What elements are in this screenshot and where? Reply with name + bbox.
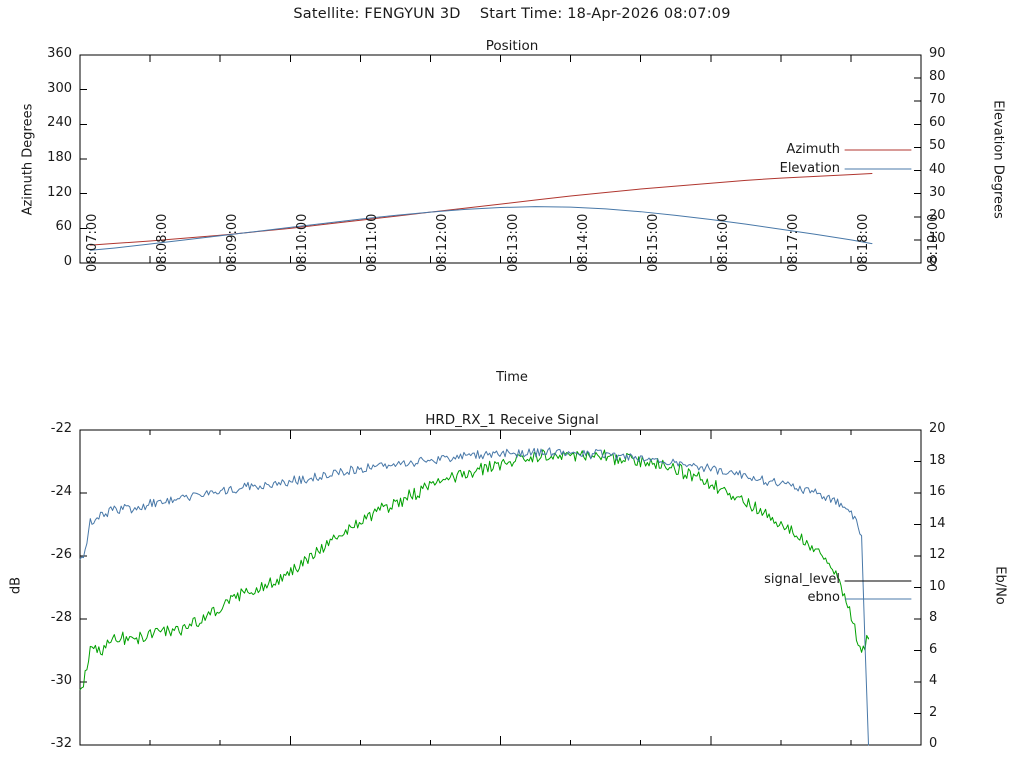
position-xtick-11: 08:18:00 [855, 213, 871, 272]
signal-y2tick-16: 16 [929, 484, 946, 499]
position-xtick-7: 08:14:00 [575, 213, 591, 272]
position-y2tick-90: 90 [929, 46, 946, 61]
signal-y2tick-10: 10 [929, 578, 946, 594]
signal-ytick--26: -26 [50, 547, 72, 562]
signal-ytick--22: -22 [50, 421, 72, 436]
receive-signal-chart-title: HRD_RX_1 Receive Signal [425, 412, 599, 428]
signal-y2tick-18: 18 [929, 452, 946, 468]
legend-label-ebno: ebno [807, 590, 840, 605]
page-title: Satellite: FENGYUN 3D Start Time: 18-Apr… [293, 6, 731, 22]
signal-y2tick-20: 20 [929, 421, 946, 436]
position-xtick-5: 08:12:00 [435, 213, 451, 272]
position-xtick-10: 08:17:00 [785, 213, 801, 272]
position-xtick-0: 08:07:00 [85, 213, 100, 272]
signal-y2tick-6: 6 [929, 641, 938, 657]
position-ytick-180: 180 [47, 150, 72, 165]
legend-label-signal-level: signal_level [764, 572, 840, 587]
signal-y2tick-14: 14 [929, 515, 946, 531]
position-xtick-3: 08:10:00 [295, 213, 311, 272]
position-y2tick-10: 10 [929, 230, 946, 246]
position-xtick-9: 08:16:00 [715, 213, 731, 272]
position-xtick-6: 08:13:00 [505, 213, 521, 272]
signal-y2tick-0: 0 [929, 736, 938, 751]
position-y2tick-20: 20 [929, 207, 946, 223]
position-x-axis-label: Time [496, 370, 528, 385]
position-xtick-2: 08:09:00 [225, 213, 241, 272]
position-xtick-1: 08:08:00 [155, 213, 171, 272]
position-y2tick-60: 60 [929, 115, 946, 131]
position-ytick-0: 0 [63, 254, 72, 269]
position-xtick-8: 08:15:00 [645, 213, 661, 272]
signal-y2tick-12: 12 [929, 547, 946, 562]
position-y2tick-80: 80 [929, 69, 946, 85]
legend-label-azimuth: Azimuth [786, 142, 840, 157]
position-ytick-120: 120 [47, 184, 72, 200]
signal-y2tick-4: 4 [929, 673, 938, 688]
signal-ytick--32: -32 [50, 736, 72, 751]
position-y2tick-50: 50 [929, 138, 946, 154]
position-y2tick-70: 70 [929, 92, 946, 108]
position-plot [79, 54, 922, 264]
position-ytick-300: 300 [47, 80, 72, 96]
position-y2tick-30: 30 [929, 184, 946, 200]
position-ytick-240: 240 [47, 115, 72, 131]
position-y2tick-0: 0 [929, 254, 938, 269]
signal-ytick--30: -30 [50, 673, 72, 688]
position-ytick-60: 60 [55, 219, 72, 235]
position-xtick-12: 08:19:00 [926, 213, 941, 272]
legend-label-elevation: Elevation [779, 161, 840, 176]
signal-y2tick-8: 8 [929, 610, 938, 625]
receive-signal-panel: HRD_RX_1 Receive Signal dB Eb/No signal_… [0, 400, 1024, 768]
signal-ytick--28: -28 [50, 610, 72, 625]
receive-signal-plot [79, 429, 922, 746]
position-panel: Position Azimuth Degrees Elevation Degre… [21, 38, 1006, 385]
series-ebno [79, 447, 869, 746]
series-signal-level [79, 449, 869, 691]
signal-ytick--24: -24 [50, 484, 72, 499]
position-xtick-4: 08:11:00 [365, 213, 381, 272]
signal-y2tick-2: 2 [929, 704, 938, 720]
position-y2tick-40: 40 [929, 161, 946, 177]
position-chart-title: Position [485, 38, 539, 54]
position-ytick-360: 360 [47, 46, 72, 61]
